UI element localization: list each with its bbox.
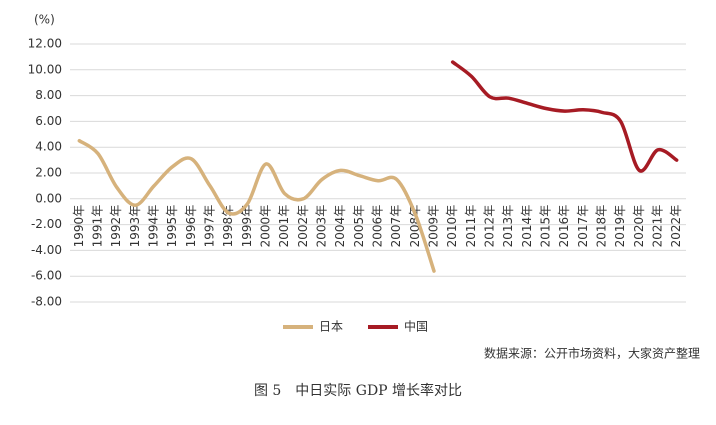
x-tick-label: 2001年 [277, 205, 291, 248]
x-tick-label: 1992年 [109, 205, 123, 248]
source: 数据来源：公开市场资料，大家资产整理 [484, 346, 700, 361]
x-tick-label: 2005年 [352, 205, 366, 248]
x-tick-label: 2016年 [557, 205, 571, 248]
line [77, 139, 436, 273]
x-tick-label: 2017年 [576, 205, 590, 248]
x-tick-label: 1997年 [203, 205, 217, 248]
x-tick-label: 2019年 [613, 205, 627, 248]
y-tick-label: 8.00 [35, 88, 62, 102]
x-tick-label: 2000年 [259, 205, 273, 248]
x-tick-label: 1996年 [184, 205, 198, 248]
x-tick-label: 1999年 [240, 205, 254, 248]
x-tick-label: 2003年 [315, 205, 329, 248]
y-tick-label: 12.00 [28, 37, 62, 51]
x-tick-label: 2014年 [520, 205, 534, 248]
y-tick-label: 10.00 [28, 62, 62, 76]
x-tick-label: 1990年 [72, 205, 86, 248]
x-tick-label: 2006年 [371, 205, 385, 248]
y-tick-label: -2.00 [31, 217, 62, 231]
x-tick-label: 2022年 [669, 205, 683, 248]
y-tick-label: -6.00 [31, 269, 62, 283]
x-tick-label: 2011年 [464, 205, 478, 248]
x-tick-label: 2010年 [445, 205, 459, 248]
x-tick-label: 2021年 [651, 205, 665, 248]
y-tick-label: -4.00 [31, 243, 62, 257]
caption: 图 5 中日实际 GDP 增长率对比 [254, 382, 462, 399]
y-tick-label: 0.00 [35, 191, 62, 205]
y-tick-label: 4.00 [35, 140, 62, 154]
y-tick-label: -8.00 [31, 295, 62, 309]
x-tick-label: 2020年 [632, 205, 646, 248]
x-tick-label: 2013年 [501, 205, 515, 248]
x-tick-label: 2007年 [389, 205, 403, 248]
x-tick-label: 2015年 [539, 205, 553, 248]
legend-label: 中国 [404, 319, 428, 334]
y-axis-label: (%) [34, 13, 55, 27]
x-tick-label: 2008年 [408, 205, 422, 248]
x-tick-label: 2012年 [483, 205, 497, 248]
x-tick-label: 1994年 [147, 205, 161, 248]
x-tick-label: 1995年 [165, 205, 179, 248]
y-tick-label: 2.00 [35, 166, 62, 180]
line [450, 60, 679, 173]
legend-label: 日本 [319, 320, 343, 334]
x-tick-label: 2004年 [333, 205, 347, 248]
x-tick-label: 2018年 [595, 205, 609, 248]
y-tick-label: 6.00 [35, 114, 62, 128]
x-tick-label: 2002年 [296, 205, 310, 248]
x-tick-label: 1991年 [91, 205, 105, 248]
x-tick-label: 2009年 [427, 205, 441, 248]
x-tick-label: 1993年 [128, 205, 142, 248]
